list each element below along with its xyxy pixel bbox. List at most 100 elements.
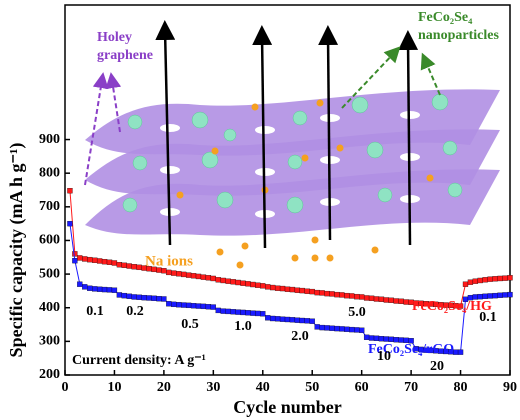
data-point (171, 301, 177, 308)
x-tick-label: 0 (62, 380, 69, 395)
annotation: graphene (97, 48, 153, 63)
data-point (101, 258, 108, 265)
data-point (294, 287, 301, 293)
data-point (235, 309, 241, 315)
data-point (393, 298, 399, 304)
data-point (388, 336, 394, 342)
data-point (467, 279, 474, 285)
data-point (270, 284, 276, 291)
data-point (131, 264, 137, 270)
data-point (502, 275, 508, 281)
rate-label: 10 (377, 349, 391, 364)
data-point (265, 315, 271, 321)
data-point (111, 260, 118, 266)
data-point (497, 275, 503, 282)
data-point (260, 283, 266, 289)
data-point (161, 296, 167, 302)
data-point (195, 273, 202, 280)
data-point (166, 301, 172, 307)
data-point (279, 316, 286, 322)
data-point (255, 310, 261, 317)
data-point (250, 281, 256, 288)
data-point (72, 251, 78, 257)
y-tick-label: 500 (39, 266, 60, 281)
y-tick-label: 900 (39, 132, 60, 147)
y-tick-label: 200 (39, 367, 60, 382)
data-point (472, 278, 479, 284)
rate-label: 20 (430, 359, 444, 374)
data-point (67, 188, 73, 194)
data-point (181, 271, 187, 278)
y-tick-label: 400 (39, 300, 60, 315)
data-point (106, 287, 113, 293)
data-point (245, 281, 251, 287)
y-axis-label: Specific capacity (mA h g⁻¹) (6, 143, 27, 358)
data-point (250, 310, 256, 316)
data-point (230, 309, 236, 315)
illustration (84, 20, 500, 269)
rate-label: 0.2 (126, 304, 144, 319)
data-point (482, 293, 488, 299)
data-point (131, 294, 137, 300)
series-label: FeCo₂Se₄/HG (412, 299, 492, 314)
data-point (146, 295, 152, 301)
data-point (363, 295, 370, 301)
data-point (477, 277, 483, 284)
data-point (190, 303, 197, 309)
x-tick-label: 10 (107, 380, 121, 395)
data-point (92, 286, 98, 292)
data-point (359, 327, 365, 333)
data-point (359, 294, 365, 300)
data-point (230, 279, 236, 285)
data-point (344, 326, 350, 332)
data-point (299, 317, 305, 324)
data-point (378, 336, 385, 342)
data-point (289, 286, 296, 293)
data-point (314, 324, 320, 330)
x-tick-label: 30 (206, 380, 220, 395)
data-point (274, 285, 281, 291)
annotation: Holey (97, 30, 132, 45)
data-point (77, 281, 83, 287)
data-point (225, 308, 231, 315)
data-point (334, 291, 340, 298)
data-point (210, 304, 216, 310)
data-point (487, 293, 493, 299)
data-point (507, 275, 513, 281)
data-point (324, 290, 330, 297)
data-point (126, 263, 132, 269)
data-point (329, 291, 335, 297)
data-point (304, 288, 310, 294)
data-point (190, 273, 197, 279)
data-point (121, 292, 127, 299)
rate-label: 1.0 (234, 319, 252, 334)
data-point (136, 294, 142, 300)
data-point (457, 303, 464, 309)
data-point (82, 256, 88, 262)
data-point (205, 275, 212, 281)
data-point (92, 257, 98, 263)
x-tick-label: 20 (157, 380, 171, 395)
data-point (324, 325, 330, 331)
current-density: Current density: A g⁻¹ (72, 353, 206, 368)
data-point (77, 255, 83, 261)
data-point (284, 286, 291, 292)
data-point (284, 316, 291, 323)
data-point (383, 336, 390, 342)
data-point (126, 293, 132, 299)
data-point (210, 275, 216, 282)
data-point (185, 302, 192, 309)
data-point (151, 295, 157, 301)
data-point (136, 264, 142, 271)
data-point (176, 302, 182, 308)
data-point (289, 317, 296, 323)
data-point (205, 304, 212, 310)
data-point (265, 284, 271, 290)
y-tick-label: 300 (39, 334, 60, 349)
data-point (171, 270, 177, 276)
data-point (225, 278, 231, 284)
data-point (368, 335, 375, 341)
data-point (373, 335, 380, 341)
data-point (245, 310, 251, 316)
